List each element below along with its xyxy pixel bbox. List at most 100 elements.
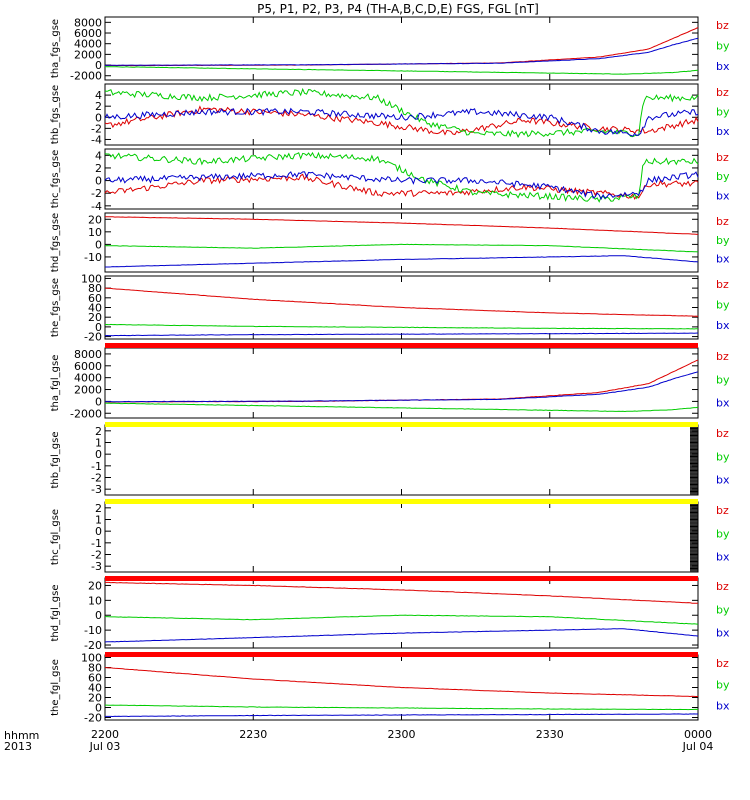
legend-bz: bz bbox=[716, 19, 729, 32]
y-tick-label: 0 bbox=[95, 448, 102, 461]
y-tick-label: 6000 bbox=[74, 360, 102, 373]
legend-by: by bbox=[716, 527, 730, 540]
y-tick-label: -20 bbox=[84, 712, 102, 725]
legend-bx: bx bbox=[716, 189, 730, 202]
series-bx bbox=[105, 713, 698, 718]
legend-bx: bx bbox=[716, 253, 730, 266]
series-bz bbox=[105, 581, 699, 604]
time-axis-label-hhmm: hhmm bbox=[4, 729, 39, 742]
y-tick-label: 0 bbox=[95, 321, 102, 334]
y-tick-label: 2 bbox=[95, 100, 102, 113]
legend-bx: bx bbox=[716, 627, 730, 640]
legend-bz: bz bbox=[716, 350, 729, 363]
time-tick-label: 2200 bbox=[91, 728, 119, 741]
panel-8: -20 -10 0 10 20 thd_fgl_gse bz by bx bbox=[50, 577, 730, 652]
series-bx bbox=[104, 107, 699, 137]
status-bar-2 bbox=[105, 499, 698, 504]
y-tick-label: 0 bbox=[95, 238, 102, 251]
y-tick-label: 0 bbox=[95, 175, 102, 188]
y-tick-label: 2 bbox=[95, 502, 102, 515]
y-tick-label: 60 bbox=[88, 292, 102, 305]
y-tick-label: 2 bbox=[95, 162, 102, 175]
date-tick-label: Jul 04 bbox=[682, 740, 714, 753]
series-bz bbox=[105, 216, 699, 235]
legend-bz: bz bbox=[716, 278, 729, 291]
y-tick-label: 1 bbox=[95, 437, 102, 450]
y-tick-label: 20 bbox=[88, 579, 102, 592]
legend-bz: bz bbox=[716, 580, 729, 593]
y-tick-label: 40 bbox=[88, 682, 102, 695]
series-bz bbox=[104, 287, 699, 317]
legend-bx: bx bbox=[716, 60, 730, 73]
y-tick-label: 20 bbox=[88, 311, 102, 324]
y-axis-label: the_fgs_gse bbox=[50, 278, 61, 337]
series-by bbox=[104, 151, 699, 203]
y-tick-label: 40 bbox=[88, 302, 102, 315]
legend-by: by bbox=[716, 39, 730, 52]
y-axis-label: thb_fgl_gse bbox=[50, 432, 61, 489]
status-bar-3 bbox=[105, 576, 698, 581]
panel-frame bbox=[104, 577, 699, 649]
legend-bz: bz bbox=[716, 504, 729, 517]
y-axis-label: tha_fgl_gse bbox=[50, 355, 61, 412]
series-by bbox=[104, 243, 699, 253]
y-tick-label: -2 bbox=[91, 122, 102, 135]
legend-bx: bx bbox=[716, 319, 730, 332]
series-by bbox=[105, 614, 699, 625]
y-tick-label: 4 bbox=[95, 149, 102, 162]
date-tick-label: Jul 03 bbox=[89, 740, 121, 753]
time-axis-label-year: 2013 bbox=[4, 740, 32, 753]
legend-bx: bx bbox=[716, 397, 730, 410]
legend-bx: bx bbox=[716, 551, 730, 564]
y-tick-label: 2 bbox=[95, 425, 102, 438]
legend-bx: bx bbox=[716, 700, 730, 713]
y-tick-label: -20 bbox=[84, 639, 102, 652]
y-tick-label: 100 bbox=[81, 652, 102, 665]
series-bz bbox=[104, 359, 699, 403]
legend-by: by bbox=[716, 678, 730, 691]
legend-by: by bbox=[716, 106, 730, 119]
series-bx bbox=[104, 171, 699, 201]
y-tick-label: -2 bbox=[91, 187, 102, 200]
y-tick-label: -2000 bbox=[70, 407, 102, 420]
y-tick-label: -3 bbox=[91, 483, 102, 496]
legend-by: by bbox=[716, 234, 730, 247]
time-tick-label: 2230 bbox=[239, 728, 267, 741]
legend-by: by bbox=[716, 298, 730, 311]
status-bar-4 bbox=[105, 652, 698, 657]
panel-frame bbox=[104, 501, 699, 573]
series-bx bbox=[104, 371, 699, 403]
y-axis-label: tha_fgs_gse bbox=[50, 19, 61, 78]
y-tick-label: 0 bbox=[95, 111, 102, 124]
time-tick-label: 2300 bbox=[388, 728, 416, 741]
chart-title: P5, P1, P2, P3, P4 (TH-A,B,C,D,E) FGS, F… bbox=[257, 2, 539, 16]
legend-by: by bbox=[716, 603, 730, 616]
y-tick-label: -1 bbox=[91, 460, 102, 473]
y-tick-label: 1 bbox=[95, 514, 102, 527]
series-bz bbox=[104, 667, 698, 698]
y-tick-label: -4 bbox=[91, 133, 102, 146]
series-bx bbox=[105, 37, 699, 66]
y-tick-label: 80 bbox=[88, 662, 102, 675]
y-tick-label: -4 bbox=[91, 200, 102, 213]
y-tick-label: -2 bbox=[91, 472, 102, 485]
y-tick-label: 2000 bbox=[74, 48, 102, 61]
y-axis-label: thd_fgl_gse bbox=[50, 585, 61, 642]
series-by bbox=[104, 87, 699, 139]
series-by bbox=[104, 402, 699, 413]
y-tick-label: 2000 bbox=[74, 384, 102, 397]
y-axis-label: thd_fgs_gse bbox=[50, 213, 61, 272]
legend-bz: bz bbox=[716, 215, 729, 228]
y-tick-label: 0 bbox=[95, 59, 102, 72]
y-axis-label: thb_fgs_gse bbox=[50, 85, 61, 144]
legend-bz: bz bbox=[716, 151, 729, 164]
y-tick-label: -2000 bbox=[70, 70, 102, 83]
